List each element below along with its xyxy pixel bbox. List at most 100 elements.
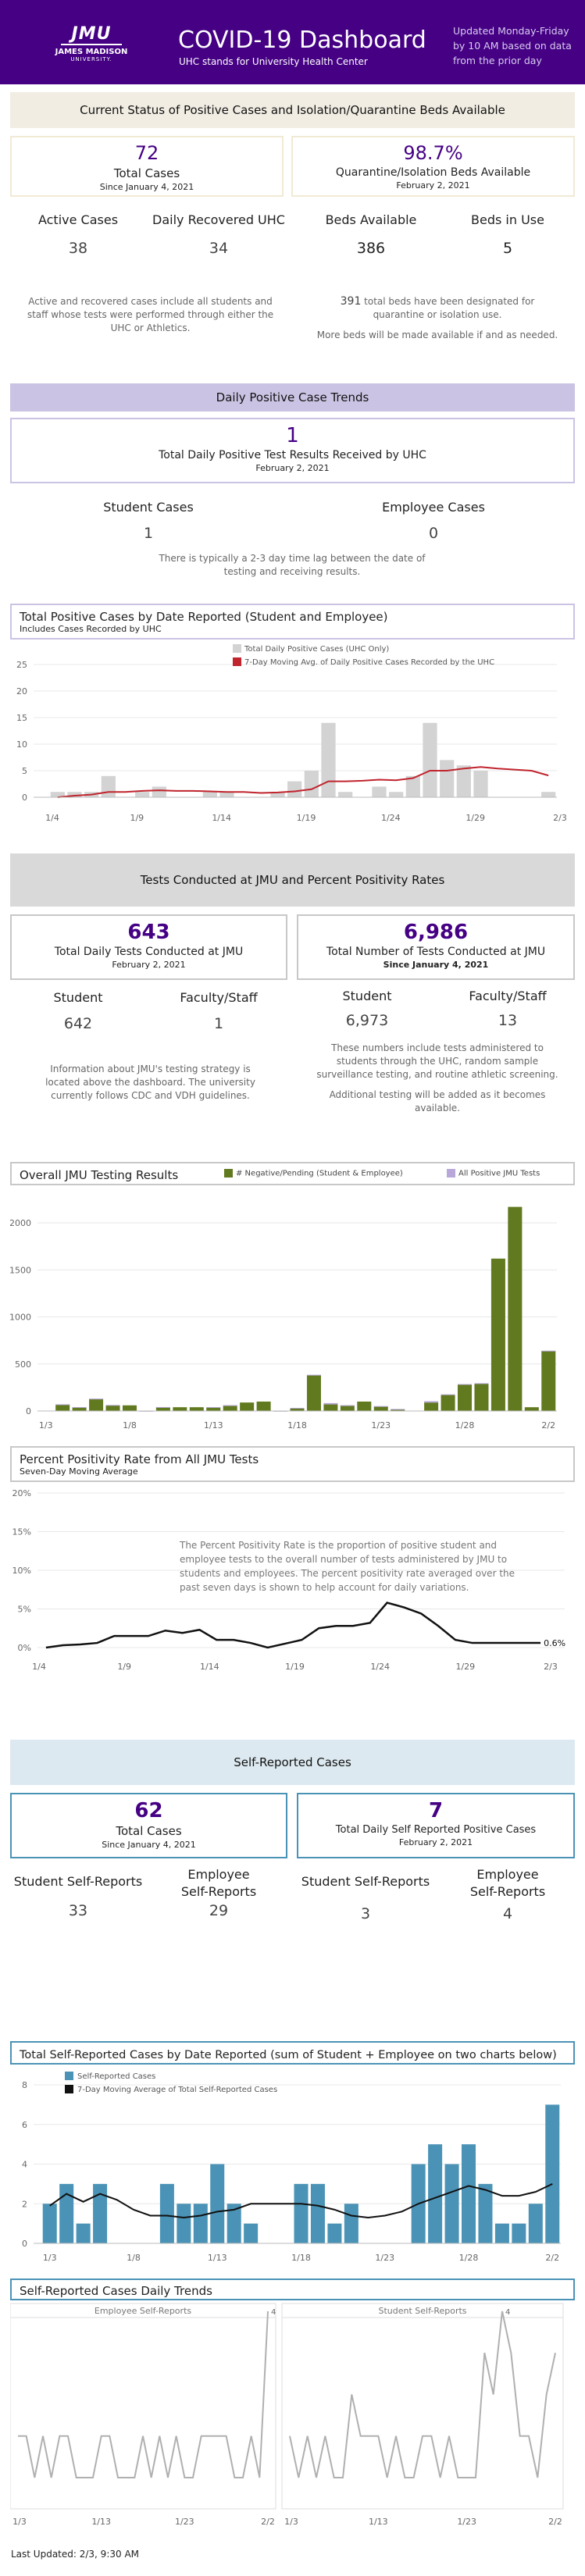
positive-ytick: 20	[16, 686, 27, 697]
daily-tests-date: February 2, 2021	[112, 960, 186, 970]
beds-in-use-value: 5	[502, 240, 513, 257]
positive-bar	[287, 781, 302, 797]
positive-bar	[541, 792, 556, 797]
self-reported-heading: Self-Reported Cases	[234, 1755, 351, 1769]
self-bar	[42, 2204, 57, 2243]
positive-xtick: 1/29	[466, 813, 485, 823]
positive-bar	[219, 792, 234, 797]
testing-bar-positive	[474, 1383, 489, 1384]
tests-student-daily: 642	[63, 1015, 93, 1032]
positive-xtick: 1/24	[381, 813, 401, 823]
tests-faculty-label-total: Faculty/Staff	[469, 989, 547, 1003]
trends-xtick: 1/13	[91, 2517, 111, 2527]
trends-panel-frame	[281, 2317, 564, 2510]
total-tests-value: 6,986	[403, 921, 469, 944]
positivity-ytick: 10%	[12, 1566, 31, 1576]
positive-bar	[152, 786, 166, 797]
testing-bar-positive	[458, 1384, 473, 1385]
testing-bar-negative	[391, 1409, 405, 1411]
tests-student-total: 6,973	[345, 1012, 389, 1029]
positive-ytick: 15	[16, 713, 27, 723]
positive-bar	[304, 771, 319, 797]
positivity-chart-subtitle: Seven-Day Moving Average	[20, 1466, 138, 1477]
legend-swatch-purple	[447, 1169, 455, 1178]
positivity-xtick: 1/24	[370, 1662, 390, 1672]
testing-bar-negative	[240, 1402, 255, 1411]
self-bar	[310, 2183, 325, 2243]
positive-bar	[456, 765, 471, 797]
jmu-logo: JMU JAMES MADISON UNIVERSITY.	[48, 25, 134, 67]
testing-bar-positive	[55, 1404, 70, 1406]
last-updated: Last Updated: 2/3, 9:30 AM	[11, 2549, 140, 2560]
self-ytick: 8	[22, 2080, 27, 2090]
tests-note-right: These numbers include tests administered…	[316, 1042, 558, 1113]
positive-avg-line	[57, 766, 549, 798]
self-bar	[478, 2183, 493, 2243]
legend-swatch-black	[65, 2085, 73, 2093]
self-bar	[444, 2164, 459, 2243]
positive-bar	[405, 775, 420, 797]
status-note-left: Active and recovered cases include all s…	[27, 296, 274, 333]
self-ytick: 0	[22, 2239, 27, 2249]
self-reported-chart-title: Total Self-Reported Cases by Date Report…	[20, 2049, 557, 2061]
testing-bar-negative	[206, 1407, 221, 1411]
total-tests-since: Since January 4, 2021	[383, 960, 489, 970]
page-title: COVID-19 Dashboard	[178, 27, 426, 54]
positive-bar	[321, 722, 336, 797]
trends-xtick: 2/2	[548, 2517, 562, 2527]
testing-bar-positive	[323, 1402, 338, 1405]
testing-xtick: 1/13	[204, 1420, 223, 1431]
positivity-line	[45, 1602, 541, 1649]
testing-bar-negative	[508, 1206, 523, 1411]
tests-faculty-label: Faculty/Staff	[180, 990, 258, 1005]
self-reported-title-box: Total Self-Reported Cases by Date Report…	[10, 2041, 575, 2065]
self-bar	[76, 2223, 91, 2243]
testing-bar-negative	[323, 1404, 338, 1411]
trends-xtick: 1/3	[284, 2517, 298, 2527]
positivity-ytick: 20%	[12, 1488, 31, 1498]
positive-cases-chart: 0 5 10 15 20 25 1/4 1/9 1/14 1/19 1/24 1/29 2/3 Total…	[16, 644, 567, 823]
testing-bar-negative	[173, 1407, 187, 1411]
testing-bar-negative	[490, 1258, 505, 1411]
positive-cases-chart-subtitle: Includes Cases Recorded by UHC	[20, 624, 162, 634]
self-trends-title-box: Self-Reported Cases Daily Trends	[10, 2278, 575, 2300]
self-total-value: 62	[134, 1799, 163, 1822]
self-total-since: Since January 4, 2021	[102, 1840, 196, 1850]
positive-xtick: 1/19	[297, 813, 316, 823]
trends-panel-title: Employee Self-Reports	[95, 2306, 191, 2316]
self-xtick: 1/28	[459, 2253, 479, 2263]
self-daily-card: 7 Total Daily Self Reported Positive Cas…	[297, 1793, 575, 1858]
self-ytick: 2	[22, 2199, 27, 2209]
daily-tests-label: Total Daily Tests Conducted at JMU	[54, 946, 244, 958]
page-subtitle: UHC stands for University Health Center	[179, 56, 368, 67]
trends-peak-label: 4	[505, 2308, 510, 2317]
testing-legend-neg: # Negative/Pending (Student & Employee)	[224, 1169, 403, 1178]
positive-bar	[101, 775, 116, 797]
positivity-xtick: 1/4	[32, 1662, 46, 1672]
testing-bar-positive	[290, 1408, 305, 1409]
self-bar	[244, 2223, 259, 2243]
testing-bar-positive	[105, 1405, 120, 1406]
positive-xtick: 1/4	[45, 813, 59, 823]
trends-xtick: 1/13	[369, 2517, 388, 2527]
positivity-xtick: 2/3	[544, 1662, 558, 1672]
beds-pct-card: 98.7% Quarantine/Isolation Beds Availabl…	[291, 136, 575, 197]
recovered-label: Daily Recovered UHC	[152, 212, 285, 227]
testing-bar-negative	[189, 1407, 204, 1411]
self-bar	[528, 2204, 543, 2243]
positive-bar	[389, 792, 404, 797]
update-note: Updated Monday-Friday by 10 AM based on …	[453, 25, 572, 66]
trends-xtick: 1/3	[12, 2517, 27, 2527]
testing-bar-negative	[458, 1384, 473, 1411]
self-xtick: 1/18	[291, 2253, 311, 2263]
positive-bar	[372, 786, 387, 797]
testing-bar-negative	[105, 1405, 120, 1411]
self-xtick: 1/23	[375, 2253, 394, 2263]
self-bar	[462, 2144, 476, 2243]
trends-xtick: 1/23	[457, 2517, 476, 2527]
active-cases-label: Active Cases	[37, 212, 119, 227]
trends-peak-label: 4	[271, 2308, 276, 2317]
testing-bar-negative	[306, 1375, 321, 1411]
tests-heading-band: Tests Conducted at JMU and Percent Posit…	[10, 853, 575, 907]
trends-panel-frame	[10, 2317, 276, 2510]
